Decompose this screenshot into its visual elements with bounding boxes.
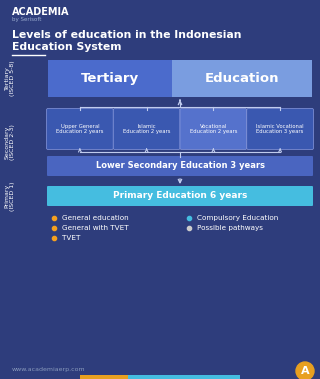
Text: Tertiary
(ISCED 5-8): Tertiary (ISCED 5-8): [4, 61, 15, 96]
Bar: [128, 375, 240, 379]
FancyBboxPatch shape: [247, 108, 314, 149]
FancyBboxPatch shape: [113, 108, 180, 149]
Bar: [240, 375, 320, 379]
FancyBboxPatch shape: [47, 156, 313, 176]
Text: Islamic
Education 2 years: Islamic Education 2 years: [123, 124, 170, 135]
Text: Education: Education: [205, 72, 279, 85]
Text: ACADEMIA: ACADEMIA: [12, 7, 69, 17]
Text: Education System: Education System: [12, 42, 122, 52]
Circle shape: [296, 362, 314, 379]
FancyBboxPatch shape: [172, 60, 312, 97]
FancyBboxPatch shape: [48, 60, 172, 97]
Text: General education: General education: [62, 215, 129, 221]
Text: A: A: [301, 366, 309, 376]
Bar: [0, 375, 80, 379]
FancyBboxPatch shape: [46, 108, 113, 149]
Text: Lower Secondary Education 3 years: Lower Secondary Education 3 years: [95, 161, 265, 171]
Text: Possible pathways: Possible pathways: [197, 225, 263, 231]
Text: by Serisoft: by Serisoft: [12, 17, 41, 22]
Text: Islamic Vocational
Education 3 years: Islamic Vocational Education 3 years: [256, 124, 304, 135]
Text: Compulsory Education: Compulsory Education: [197, 215, 278, 221]
Text: Upper General
Education 2 years: Upper General Education 2 years: [56, 124, 104, 135]
Text: Tertiary: Tertiary: [81, 72, 139, 85]
Text: TVET: TVET: [62, 235, 80, 241]
FancyBboxPatch shape: [180, 108, 247, 149]
Text: Vocational
Education 2 years: Vocational Education 2 years: [190, 124, 237, 135]
Text: Levels of education in the Indonesian: Levels of education in the Indonesian: [12, 30, 242, 40]
Text: General with TVET: General with TVET: [62, 225, 129, 231]
Bar: [80, 375, 128, 379]
Text: www.academiaerp.com: www.academiaerp.com: [12, 367, 86, 372]
Text: Secondary
(ISCED 2-3): Secondary (ISCED 2-3): [4, 125, 15, 160]
Text: Primary
(ISCED 1): Primary (ISCED 1): [4, 181, 15, 211]
Text: Primary Education 6 years: Primary Education 6 years: [113, 191, 247, 200]
FancyBboxPatch shape: [47, 186, 313, 206]
